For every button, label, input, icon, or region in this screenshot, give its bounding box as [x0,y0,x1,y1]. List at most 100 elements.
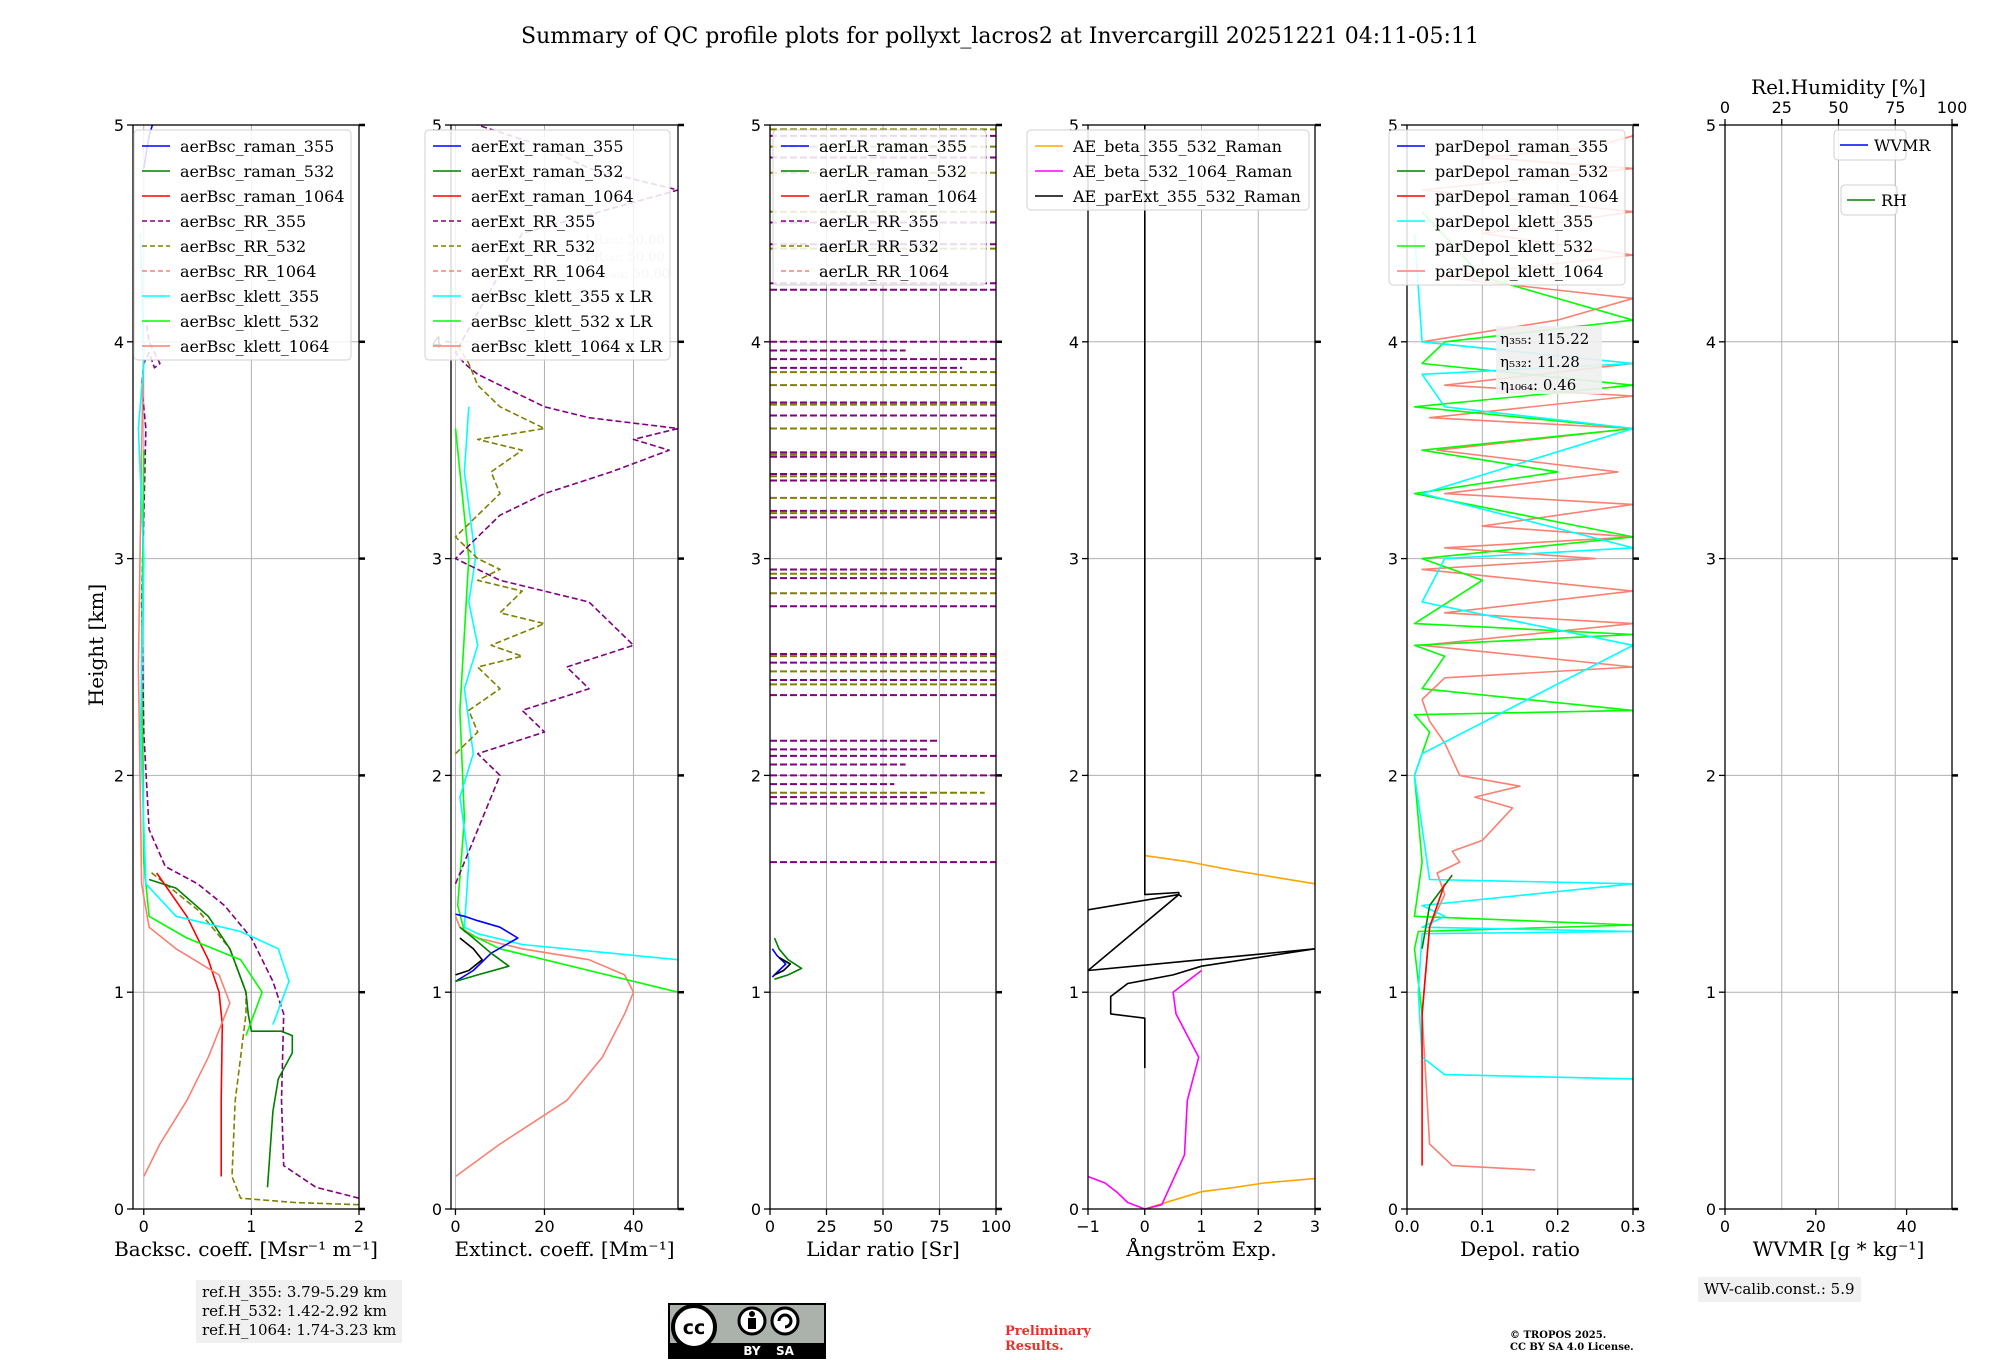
y-tick-label: 4 [1388,333,1398,352]
x-tick-label: 20 [534,1217,554,1236]
x-tick-label: 0.1 [1470,1217,1495,1236]
y-tick-label: 3 [114,550,124,569]
legend-label: AE_parExt_355_532_Raman [1072,187,1301,206]
top-axis-label: Rel.Humidity [%] [1751,75,1926,99]
panels: 0 1 2 3 4 5 0 1 2 Backsc. coeff. [Msr⁻¹ m⁻¹] aerBs… [114,75,1967,1261]
panel-depol: 0 1 2 3 4 5 0.0 0.1 0.2 0.3 Depol. ratio parDepol_r… [1388,116,1646,1261]
legend-label: aerBsc_klett_1064 [180,337,329,356]
y-tick-label: 2 [1706,766,1716,785]
y-tick-label: 4 [114,333,124,352]
series-aerLR_raman_1064 [774,956,792,976]
y-tick-label: 0 [1069,1200,1079,1219]
x-tick-label: 40 [1896,1217,1916,1236]
top-x-tick-label: 100 [1937,98,1968,117]
preliminary-line-1: Preliminary [1005,1324,1091,1339]
legend-box [1026,129,1310,211]
series-aerLR_raman_532 [773,937,803,980]
y-tick-label: 1 [1388,983,1398,1002]
refh-1064: ref.H_1064: 1.74-3.23 km [202,1321,397,1339]
series-aerBsc_RR_532 [148,870,359,1206]
legend-label: aerBsc_klett_532 x LR [471,312,653,331]
legend-box [1388,129,1626,286]
panel-ext: 01234502040Extinct. coeff. [Mm⁻¹]LR₃₅₅: … [424,116,684,1261]
copyright-note: © TROPOS 2025. CC BY SA 4.0 License. [1510,1330,1634,1354]
sa-label: SA [776,1344,795,1358]
cc-icon [671,1304,717,1350]
refh-info-box: ref.H_355: 3.79-5.29 km ref.H_532: 1.42-… [196,1280,403,1343]
series-AE_parExt_upper [1088,893,1183,911]
copyright-line-1: © TROPOS 2025. [1510,1330,1607,1341]
series-aerExt_raman_532 [455,926,510,983]
copyright-line-2: CC BY SA 4.0 License. [1510,1342,1634,1353]
legend-label: RH [1881,191,1907,210]
legend-label: aerExt_raman_1064 [471,187,634,206]
y-tick-label: 5 [1388,116,1398,135]
x-tick-label: 20 [1806,1217,1826,1236]
y-tick-label: 3 [1706,550,1716,569]
y-tick-label: 3 [1388,550,1398,569]
series-AE_parExt_355_532_Raman [1088,125,1315,1069]
legend-label: aerBsc_RR_1064 [180,262,316,281]
x-tick-label: 1 [1196,1217,1206,1236]
y-tick-label: 2 [1388,766,1398,785]
y-tick-label: 1 [114,983,124,1002]
legend-label: AE_beta_355_532_Raman [1072,137,1282,156]
legend-label: aerLR_raman_532 [819,162,967,181]
y-tick-label: 1 [751,983,761,1002]
legend-label: aerBsc_raman_1064 [180,187,345,206]
series-aerBsc_klett_1064 [137,341,231,1177]
y-tick-label: 5 [751,116,761,135]
x-tick-label: 0 [1720,1217,1730,1236]
series-aerBsc_klett_532 x LR [454,428,678,993]
legend-label: aerBsc_klett_1064 x LR [471,337,663,356]
x-tick-label: 0 [765,1217,775,1236]
legend-label: aerExt_RR_1064 [471,262,606,281]
preliminary-line-2: Results. [1005,1339,1064,1354]
y-tick-label: 4 [751,333,761,352]
x-axis-label: WVMR [g * kg⁻¹] [1753,1237,1925,1261]
legend-label: aerLR_RR_1064 [819,262,949,281]
series-aerBsc_klett_532 [140,450,263,1036]
x-tick-label: 40 [623,1217,643,1236]
y-tick-label: 4 [1069,333,1079,352]
series-aerBsc_klett_355 [137,233,290,1025]
top-x-tick-label: 75 [1885,98,1905,117]
legend-label: parDepol_klett_1064 [1435,262,1604,281]
series-aerBsc_raman_1064 [156,872,224,1177]
x-tick-label: 0.3 [1620,1217,1645,1236]
y-tick-label: 1 [1069,983,1079,1002]
data-layer-bsc [137,125,359,1206]
by-label: BY [743,1344,760,1358]
cc-license-badge: cc BY SA [668,1303,826,1359]
x-axis-label: Backsc. coeff. [Msr⁻¹ m⁻¹] [114,1237,378,1261]
legend-box [1833,129,1907,161]
legend-label: parDepol_klett_355 [1435,212,1593,231]
y-tick-label: 0 [114,1200,124,1219]
legend-label: aerBsc_RR_355 [180,212,306,231]
y-tick-label: 0 [432,1200,442,1219]
legend-label: WVMR [1874,136,1931,155]
y-tick-label: 5 [432,116,442,135]
axes-frame [132,124,360,1210]
x-tick-label: 0.2 [1545,1217,1570,1236]
x-axis-label: Ångström Exp. [1125,1236,1276,1261]
x-tick-label: 75 [929,1217,949,1236]
x-tick-label: −1 [1076,1217,1100,1236]
legend-label: aerExt_raman_532 [471,162,624,181]
legend-label: aerBsc_klett_355 [180,287,319,306]
y-tick-label: 2 [432,766,442,785]
eta-annotation-text: η₃₅₅: 115.22 [1500,330,1589,348]
x-tick-label: 0 [450,1217,460,1236]
y-tick-label: 2 [114,766,124,785]
legend-label: parDepol_raman_355 [1435,137,1608,156]
y-tick-label: 1 [1706,983,1716,1002]
refh-532: ref.H_532: 1.42-2.92 km [202,1302,387,1320]
refh-355: ref.H_355: 3.79-5.29 km [202,1283,387,1301]
eta-annotation-text: η₅₃₂: 11.28 [1500,353,1580,371]
series-aerExt_RR_532 [454,341,546,755]
axes-frame [1406,124,1634,1210]
x-tick-label: 3 [1310,1217,1320,1236]
legend-label: aerBsc_raman_355 [180,137,334,156]
